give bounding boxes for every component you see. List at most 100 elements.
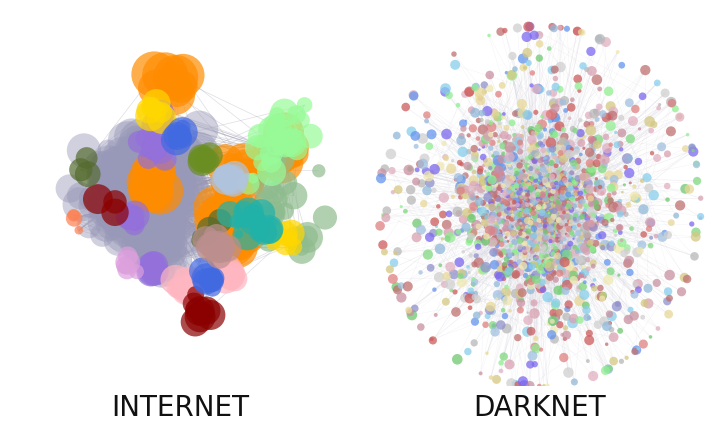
- Point: [421, 112, 433, 118]
- Point: [492, 195, 503, 202]
- Point: [624, 269, 636, 276]
- Point: [536, 86, 547, 93]
- Point: [493, 138, 505, 145]
- Point: [228, 173, 239, 180]
- Point: [528, 200, 540, 207]
- Point: [268, 240, 279, 247]
- Point: [122, 259, 133, 266]
- Point: [156, 116, 168, 123]
- Point: [645, 219, 657, 226]
- Point: [160, 234, 171, 241]
- Point: [605, 268, 616, 275]
- Point: [565, 205, 577, 212]
- Point: [557, 174, 569, 181]
- Point: [525, 206, 536, 213]
- Point: [540, 195, 552, 202]
- Point: [119, 230, 130, 236]
- Point: [534, 201, 545, 208]
- Point: [511, 248, 523, 254]
- Point: [472, 222, 484, 229]
- Point: [567, 272, 579, 279]
- Point: [549, 211, 560, 218]
- Point: [516, 224, 528, 230]
- Point: [586, 238, 598, 245]
- Point: [527, 199, 539, 206]
- Point: [564, 202, 575, 209]
- Point: [539, 180, 550, 187]
- Point: [118, 202, 130, 208]
- Point: [536, 202, 547, 209]
- Point: [591, 204, 603, 211]
- Point: [564, 173, 576, 180]
- Point: [548, 233, 559, 239]
- Point: [168, 141, 179, 148]
- Point: [144, 249, 156, 256]
- Point: [591, 203, 603, 210]
- Point: [525, 174, 536, 181]
- Point: [521, 162, 533, 169]
- Point: [534, 203, 546, 210]
- Point: [531, 141, 543, 148]
- Point: [521, 215, 532, 222]
- Point: [500, 178, 511, 184]
- Point: [532, 205, 544, 212]
- Point: [520, 235, 531, 242]
- Point: [114, 193, 126, 200]
- Point: [313, 167, 325, 174]
- Point: [197, 248, 208, 255]
- Point: [243, 209, 254, 216]
- Point: [546, 209, 557, 216]
- Point: [513, 221, 525, 228]
- Point: [510, 155, 521, 162]
- Point: [552, 187, 564, 193]
- Point: [498, 208, 509, 214]
- Point: [574, 317, 585, 323]
- Point: [585, 201, 597, 208]
- Point: [526, 230, 537, 237]
- Point: [133, 139, 145, 145]
- Point: [130, 198, 141, 205]
- Point: [551, 224, 562, 231]
- Point: [444, 234, 456, 241]
- Point: [527, 226, 539, 233]
- Point: [544, 111, 555, 118]
- Point: [266, 150, 277, 157]
- Point: [548, 242, 559, 248]
- Point: [546, 203, 558, 210]
- Point: [480, 264, 491, 271]
- Point: [98, 203, 109, 210]
- Point: [531, 186, 542, 193]
- Point: [557, 180, 569, 187]
- Point: [488, 226, 500, 233]
- Point: [114, 199, 126, 205]
- Point: [523, 23, 534, 30]
- Point: [556, 173, 567, 180]
- Point: [540, 191, 552, 198]
- Point: [552, 221, 563, 228]
- Point: [102, 194, 113, 201]
- Point: [112, 172, 123, 179]
- Point: [583, 233, 595, 239]
- Point: [514, 217, 526, 224]
- Point: [560, 150, 572, 157]
- Point: [149, 145, 161, 152]
- Point: [572, 76, 583, 82]
- Point: [546, 66, 558, 73]
- Point: [534, 216, 546, 223]
- Point: [498, 150, 509, 157]
- Point: [541, 154, 553, 161]
- Point: [539, 197, 550, 204]
- Point: [220, 177, 231, 184]
- Point: [104, 173, 115, 180]
- Point: [515, 175, 526, 182]
- Point: [405, 128, 417, 135]
- Point: [444, 210, 455, 217]
- Point: [608, 204, 619, 211]
- Point: [177, 72, 189, 79]
- Point: [666, 100, 678, 106]
- Point: [564, 218, 576, 224]
- Point: [505, 380, 517, 387]
- Point: [570, 244, 581, 251]
- Point: [545, 190, 557, 197]
- Point: [553, 214, 564, 221]
